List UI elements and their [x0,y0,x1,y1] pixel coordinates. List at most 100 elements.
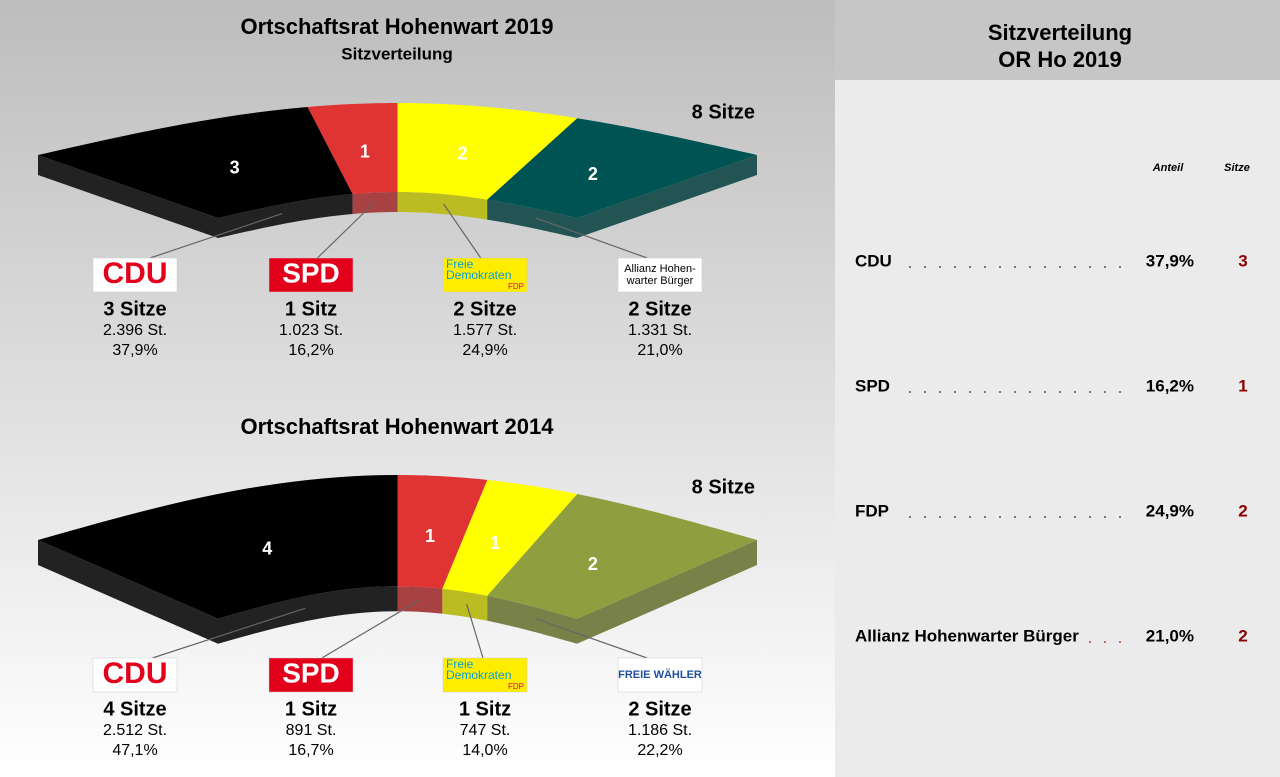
seat-label: 3 Sitze [103,298,166,320]
leader-dot [1074,266,1076,268]
seat-value: 1 [1238,376,1247,395]
segment-label: 2 [588,554,598,574]
logo-text: warter Bürger [626,275,694,287]
logo-text: Allianz Hohen- [624,263,696,275]
arc-segment [397,103,578,200]
seat-arc [38,103,757,238]
leader-dot [1104,391,1106,393]
seat-label: 2 Sitze [628,698,691,720]
leader-dot [1119,641,1121,643]
share-label: 24,9% [462,342,507,359]
leader-line [466,604,484,659]
leader-dot [1059,516,1061,518]
logo-text: Freie [446,657,474,671]
leader-dot [984,266,986,268]
share-value: 24,9% [1146,501,1194,520]
table-title: OR Ho 2019 [998,47,1122,72]
vote-label: 891 St. [286,722,337,739]
logo-text: SPD [282,657,340,688]
logo-text: FDP [508,282,524,291]
party-logo [617,657,703,693]
chart-subtitle: Sitzverteilung [341,44,452,63]
arc-side [218,586,398,644]
party-name: Allianz Hohenwarter Bürger [855,626,1079,645]
leader-dot [1119,516,1121,518]
seat-label: 2 Sitze [453,298,516,320]
leader-dot [954,516,956,518]
total-seats: 8 Sitze [692,476,755,498]
arc-side [442,588,488,621]
party-logo [617,257,703,293]
logo-text: Demokraten [446,668,511,682]
leader-dot [1044,516,1046,518]
share-label: 16,2% [288,342,333,359]
leader-dot [999,516,1001,518]
logo-text: CDU [103,657,168,690]
seat-label: 2 Sitze [628,298,691,320]
seat-value: 2 [1238,626,1247,645]
arc-end [577,540,757,644]
leader-dot [954,266,956,268]
leader-dot [999,266,1001,268]
segment-label: 1 [490,533,500,553]
segment-label: 2 [458,144,468,164]
arc-segment [38,106,353,218]
leader-dot [939,516,941,518]
leader-line [149,212,283,259]
arc-side [487,199,577,238]
arc-segment [487,494,757,619]
leader-dot [999,391,1001,393]
leader-line [321,598,421,659]
leader-dot [909,266,911,268]
vote-label: 2.512 St. [103,722,167,739]
share-value: 16,2% [1146,376,1194,395]
leader-dot [1104,516,1106,518]
party-logo [92,657,178,693]
leader-line [152,607,306,659]
arc-end [38,155,218,238]
arc-segment [38,475,398,619]
party-name: FDP [855,501,889,520]
leader-dot [1074,516,1076,518]
leader-dot [984,516,986,518]
chart-title: Ortschaftsrat Hohenwart 2014 [241,414,555,439]
leader-dot [1119,266,1121,268]
leader-dot [1029,391,1031,393]
leader-dot [1119,391,1121,393]
leader-dot [1089,391,1091,393]
table-header: Sitze [1224,162,1250,174]
seat-label: 1 Sitz [285,298,337,320]
logo-text: FREIE WÄHLER [618,668,702,681]
arc-side [487,595,577,644]
vote-label: 1.023 St. [279,322,343,339]
arc-segment [487,118,757,218]
share-label: 22,2% [637,742,682,759]
table-header: Anteil [1152,162,1185,174]
leader-dot [1029,266,1031,268]
party-logo [442,657,528,693]
leader-dot [1044,391,1046,393]
segment-label: 4 [262,539,272,559]
segment-label: 3 [230,157,240,177]
seat-arc [38,475,757,644]
leader-dot [1074,391,1076,393]
arc-side [397,192,488,220]
arc-end [38,540,218,644]
logo-text: Freie [446,257,474,271]
logo-text: FDP [508,682,524,691]
party-logo [268,257,354,293]
arc-segment [307,103,398,194]
party-logo [268,657,354,693]
arc-side [218,193,353,238]
vote-label: 1.331 St. [628,322,692,339]
seat-label: 4 Sitze [103,698,166,720]
logo-text: SPD [282,257,340,288]
leader-dot [939,266,941,268]
leader-dot [1104,266,1106,268]
leader-line [535,618,648,659]
arc-side [352,192,398,214]
seat-label: 1 Sitz [285,698,337,720]
segment-label: 2 [588,164,598,184]
leader-dot [924,266,926,268]
leader-dot [984,391,986,393]
